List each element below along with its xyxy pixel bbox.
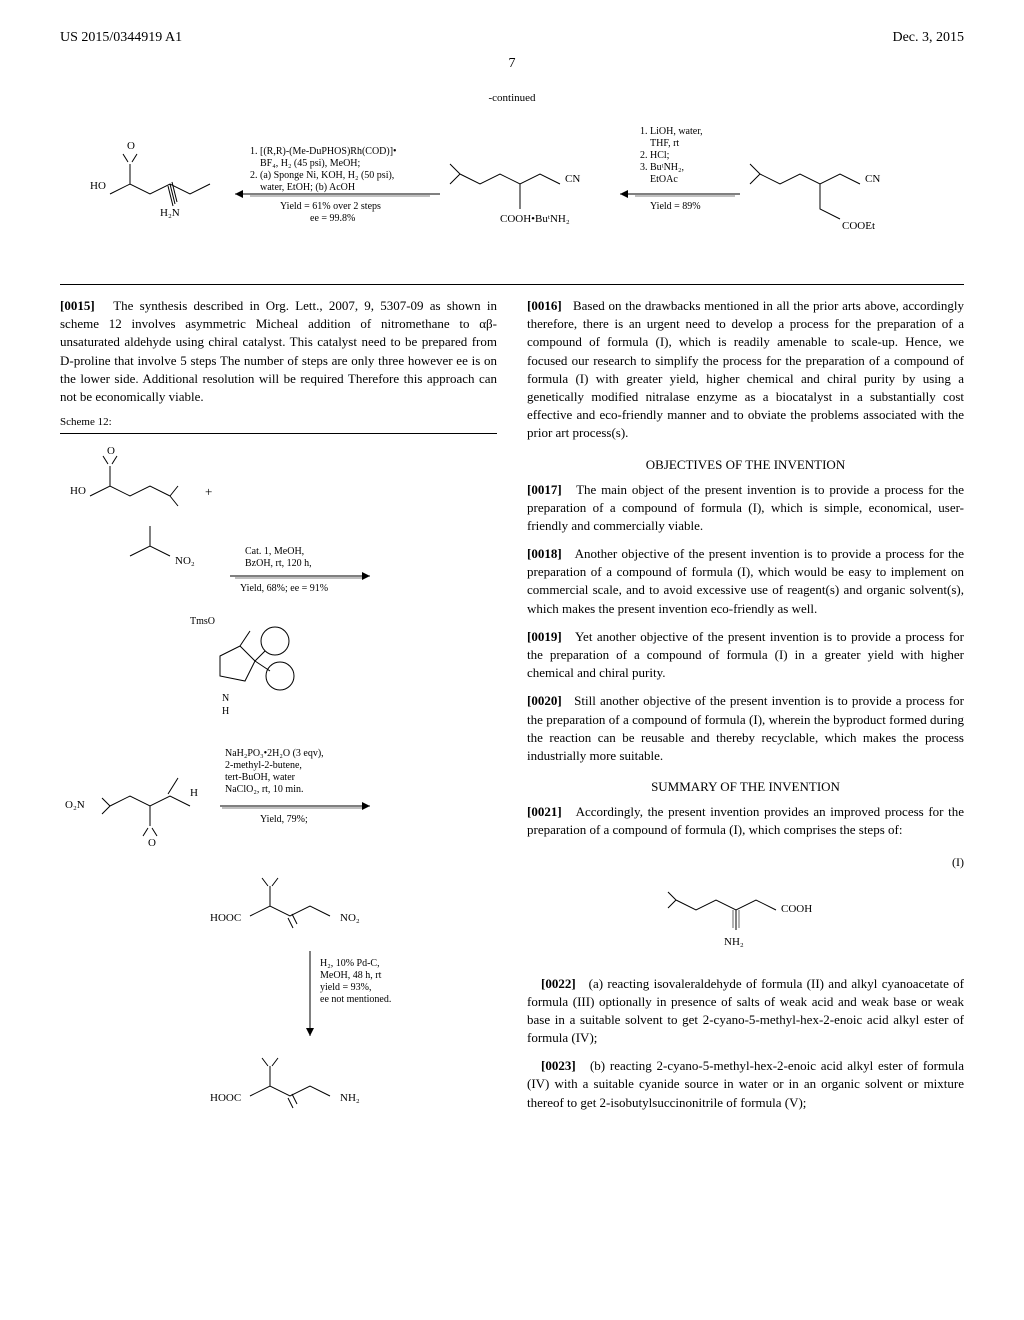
reagent-l1: 1. [(R,R)-(Me-DuPHOS)Rh(COD)]• [250,146,397,157]
text-0015: The synthesis described in Org. Lett., 2… [60,298,497,404]
text-0023: (b) reacting 2-cyano-5-methyl-hex-2-enoi… [527,1058,964,1109]
para-0022: [0022] (a) reacting isovaleraldehyde of … [527,975,964,1048]
para-0021: [0021] Accordingly, the present inventio… [527,803,964,839]
page-number: 7 [60,56,964,72]
objectives-heading: OBJECTIVES OF THE INVENTION [527,457,964,473]
s12-O2: O [148,837,156,849]
svg-text:NaClO₂, rt, 10 min.: NaClO₂, rt, 10 min. [225,784,303,795]
s12-reag1a: Cat. 1, MeOH, [245,546,304,557]
s12-HOOC-2: HOOC [210,1092,241,1104]
reagent-r4: 3. BuᵗNH₂, [640,162,684,173]
text-0022: (a) reacting isovaleraldehyde of formula… [527,976,964,1046]
formula-I-block: (I) COOH NH₂ [527,855,964,960]
s12-HOOC-1: HOOC [210,912,241,924]
scheme-divider [60,433,497,434]
formula-I-svg: COOH NH₂ [596,870,896,960]
s12-O: O [107,446,115,457]
svg-text:2-methyl-2-butene,: 2-methyl-2-butene, [225,760,302,771]
s12-NO2-1: NO₂ [175,555,195,567]
s12-HO: HO [70,485,86,497]
text-0018: Another objective of the present inventi… [527,546,964,616]
svg-text:+: + [205,484,212,499]
s12-NO2-2: NO₂ [340,912,360,924]
s12-H: H [190,787,198,799]
svg-text:H: H [222,706,229,717]
reagent-l3: 2. (a) Sponge Ni, KOH, H₂ (50 psi), [250,170,394,181]
scheme12-label: Scheme 12: [60,416,497,428]
text-0019: Yet another objective of the present inv… [527,629,964,680]
bracket-0015: [0015] [60,298,95,313]
reagent-r5: EtOAc [650,174,678,185]
publication-number: US 2015/0344919 A1 [60,30,182,46]
reagent-r2: THF, rt [650,138,679,149]
bracket-0022: [0022] [541,976,576,991]
para-0020: [0020] Still another objective of the pr… [527,692,964,765]
para-0018: [0018] Another objective of the present … [527,545,964,618]
formula-NH2: NH₂ [724,936,744,948]
label-CN-mid: CN [565,173,580,185]
s12-reag1b: BzOH, rt, 120 h, [245,558,312,569]
left-column: [0015] The synthesis described in Org. L… [60,297,497,1226]
reagent-r3: 2. HCl; [640,150,670,161]
para-0016: [0016] Based on the drawbacks mentioned … [527,297,964,443]
yield-r: Yield = 89% [650,201,701,212]
label-HO: HO [90,180,106,192]
svg-text:MeOH, 48 h, rt: MeOH, 48 h, rt [320,970,382,981]
ee-l: ee = 99.8% [310,213,355,224]
top-scheme-svg: HO O H₂N 1. [(R,R)-(Me-DuPHOS)Rh(COD)]• … [60,114,960,264]
publication-date: Dec. 3, 2015 [892,30,964,46]
right-column: [0016] Based on the drawbacks mentioned … [527,297,964,1226]
svg-text:tert-BuOH, water: tert-BuOH, water [225,772,296,783]
summary-heading: SUMMARY OF THE INVENTION [527,779,964,795]
text-0021: Accordingly, the present invention provi… [527,804,964,837]
para-0015: [0015] The synthesis described in Org. L… [60,297,497,406]
top-reaction-scheme: HO O H₂N 1. [(R,R)-(Me-DuPHOS)Rh(COD)]• … [60,114,964,264]
scheme12-svg: HO O + NO₂ Cat. 1, MeOH, BzOH, rt, 120 h… [60,446,480,1216]
s12-NH: N [222,693,229,704]
scheme-12: HO O + NO₂ Cat. 1, MeOH, BzOH, rt, 120 h… [60,446,497,1216]
yield-l: Yield = 61% over 2 steps [280,201,381,212]
page-header: US 2015/0344919 A1 Dec. 3, 2015 [60,30,964,46]
bracket-0020: [0020] [527,693,562,708]
continued-label: -continued [60,92,964,104]
bracket-0023: [0023] [541,1058,576,1073]
label-H2N: H₂N [160,207,180,219]
reagent-l2: BF₄, H₂ (45 psi), MeOH; [260,158,361,169]
formula-COOH: COOH [781,903,812,915]
para-0017: [0017] The main object of the present in… [527,481,964,536]
s12-O2N: O₂N [65,799,85,811]
s12-yield1: Yield, 68%; ee = 91% [240,583,328,594]
s12-TmsO: TmsO [190,616,215,627]
reagent-l4: water, EtOH; (b) AcOH [260,182,355,193]
bracket-0019: [0019] [527,629,562,644]
svg-text:yield = 93%,: yield = 93%, [320,982,371,993]
label-CN-r: CN [865,173,880,185]
content-columns: [0015] The synthesis described in Org. L… [60,297,964,1226]
bracket-0016: [0016] [527,298,562,313]
text-0017: The main object of the present invention… [527,482,964,533]
formula-I-label: (I) [527,855,964,870]
bracket-0017: [0017] [527,482,562,497]
divider [60,284,964,285]
reagent-r1: 1. LiOH, water, [640,126,703,137]
s12-NH2: NH₂ [340,1092,360,1104]
label-O: O [127,140,135,152]
label-COOEt: COOEt [842,220,875,232]
bracket-0018: [0018] [527,546,562,561]
para-0019: [0019] Yet another objective of the pres… [527,628,964,683]
svg-text:ee not mentioned.: ee not mentioned. [320,994,391,1005]
bracket-0021: [0021] [527,804,562,819]
svg-text:H₂, 10% Pd-C,: H₂, 10% Pd-C, [320,958,380,969]
text-0020: Still another objective of the present i… [527,693,964,763]
label-COOH-salt: COOH•BuᵗNH₂ [500,213,570,225]
para-0023: [0023] (b) reacting 2-cyano-5-methyl-hex… [527,1057,964,1112]
text-0016: Based on the drawbacks mentioned in all … [527,298,964,440]
s12-yield2: Yield, 79%; [260,814,308,825]
svg-text:NaH₂PO₃•2H₂O (3 eqv),: NaH₂PO₃•2H₂O (3 eqv), [225,748,324,759]
